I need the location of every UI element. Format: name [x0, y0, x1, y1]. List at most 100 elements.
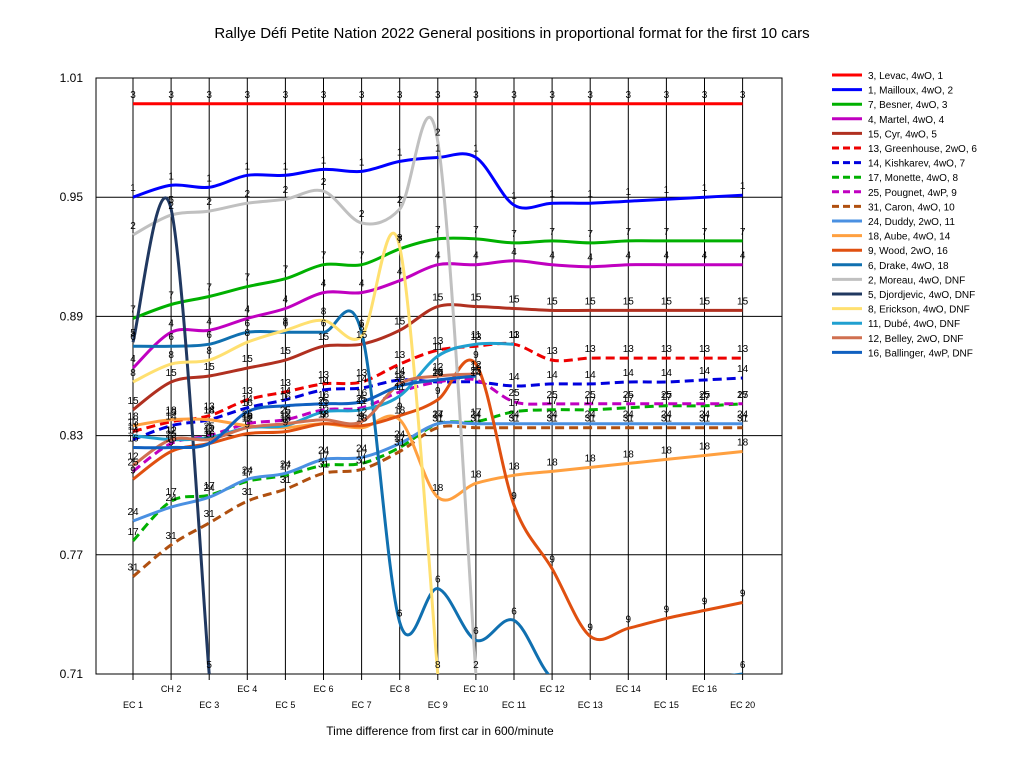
x-tick-label: EC 14 [616, 684, 641, 694]
point-label: 18 [623, 449, 635, 460]
point-label: 1 [359, 157, 365, 168]
point-label: 4 [664, 251, 670, 262]
point-label: 1 [435, 143, 441, 154]
point-label: 12 [356, 408, 368, 419]
point-label: 9 [473, 350, 479, 361]
legend-entry: 24, Duddy, 2wO, 11 [868, 217, 955, 228]
x-tick-label: EC 13 [578, 700, 603, 710]
point-label: 7 [473, 225, 479, 236]
x-tick-label: EC 12 [540, 684, 565, 694]
point-label: 11 [509, 330, 520, 341]
point-label: 16 [470, 362, 482, 373]
point-label: 24 [470, 410, 482, 421]
point-label: 24 [661, 410, 673, 421]
point-label: 1 [511, 191, 517, 202]
point-label: 12 [470, 360, 482, 371]
point-label: 18 [470, 469, 482, 480]
point-label: 2 [397, 195, 403, 206]
point-label: 1 [206, 173, 212, 184]
legend-entry: 2, Moreau, 4wO, DNF [868, 275, 965, 286]
series-line [132, 374, 477, 450]
point-label: 25 [661, 390, 673, 401]
point-label: 8 [168, 350, 174, 361]
point-label: 24 [166, 493, 178, 504]
legend-entry: 6, Drake, 4wO, 18 [868, 261, 949, 272]
point-label: 15 [508, 294, 520, 305]
point-label: 13 [699, 344, 711, 355]
point-label: 7 [740, 227, 746, 238]
point-label: 4 [549, 251, 555, 262]
point-label: 14 [547, 370, 559, 381]
point-label: 7 [511, 229, 517, 240]
point-label: 8 [206, 346, 212, 357]
point-label: 2 [435, 128, 441, 139]
point-label: 1 [702, 183, 708, 194]
point-label: 25 [737, 390, 749, 401]
point-label: 17 [280, 461, 292, 472]
point-label: 12 [166, 426, 178, 437]
point-label: 18 [280, 414, 292, 425]
series-line [132, 358, 743, 642]
point-label: 16 [242, 398, 254, 409]
point-label: 15 [661, 296, 673, 307]
point-label: 3 [206, 90, 212, 101]
point-label: 6 [397, 608, 403, 619]
point-label: 6 [435, 575, 441, 586]
point-label: 17 [318, 451, 330, 462]
point-label: 3 [473, 90, 479, 101]
legend-entry: 14, Kishkarev, 4wO, 7 [868, 159, 966, 170]
point-label: 3 [549, 90, 555, 101]
point-label: 17 [394, 434, 406, 445]
legend-entry: 4, Martel, 4wO, 4 [868, 115, 945, 126]
point-label: 11 [242, 414, 253, 425]
point-label: 2 [206, 197, 212, 208]
point-label: 18 [242, 412, 254, 423]
legend-entry: 11, Dubé, 4wO, DNF [868, 319, 960, 330]
point-label: 15 [470, 292, 482, 303]
point-label: 15 [166, 368, 178, 379]
point-label: 8 [321, 306, 327, 317]
point-label: 15 [432, 292, 444, 303]
point-label: 6 [359, 318, 365, 329]
x-tick-label: EC 16 [692, 684, 717, 694]
point-label: 13 [356, 368, 368, 379]
point-label: 17 [547, 396, 559, 407]
point-label: 11 [433, 342, 444, 353]
legend: 3, Levac, 4wO, 1 1, Mailloux, 4wO, 2 7, Be… [832, 71, 977, 359]
x-axis: EC 1 CH 2 EC 3 EC 4 EC 5 EC 6 EC 7 EC 8 EC 9 EC 1… [123, 684, 755, 710]
point-label: 24 [280, 459, 292, 470]
point-label: 9 [168, 437, 174, 448]
point-label: 1 [397, 147, 403, 158]
point-label: 12 [127, 451, 139, 462]
point-label: 1 [168, 171, 174, 182]
point-label: 14 [737, 364, 749, 375]
x-tick-label: EC 11 [502, 700, 526, 710]
point-label: 13 [470, 332, 482, 343]
point-label: 11 [166, 426, 177, 437]
point-label: 4 [321, 279, 327, 290]
x-axis-label: Time difference from first car in 600/mi… [326, 724, 554, 738]
point-label: 4 [130, 354, 136, 365]
point-label: 11 [395, 382, 406, 393]
point-label: 24 [394, 430, 406, 441]
point-label: 13 [661, 344, 673, 355]
point-label: 17 [585, 396, 597, 407]
y-tick-label: 0.95 [60, 190, 84, 204]
point-label: 24 [508, 410, 520, 421]
point-label: 24 [699, 410, 711, 421]
series-line [132, 231, 440, 674]
series-line [132, 377, 743, 473]
y-tick-label: 0.77 [60, 548, 84, 562]
point-label: 1 [626, 187, 632, 198]
series-line [132, 341, 743, 434]
point-label: 2 [321, 177, 327, 188]
chart-title: Rallye Défi Petite Nation 2022 General p… [214, 25, 809, 42]
point-label: 13 [547, 346, 559, 357]
legend-entry: 1, Mailloux, 4wO, 2 [868, 86, 953, 97]
series-line [131, 196, 211, 674]
point-label: 9 [397, 402, 403, 413]
point-label: 7 [549, 227, 555, 238]
point-label: 18 [737, 437, 749, 448]
point-label: 6 [283, 318, 289, 329]
